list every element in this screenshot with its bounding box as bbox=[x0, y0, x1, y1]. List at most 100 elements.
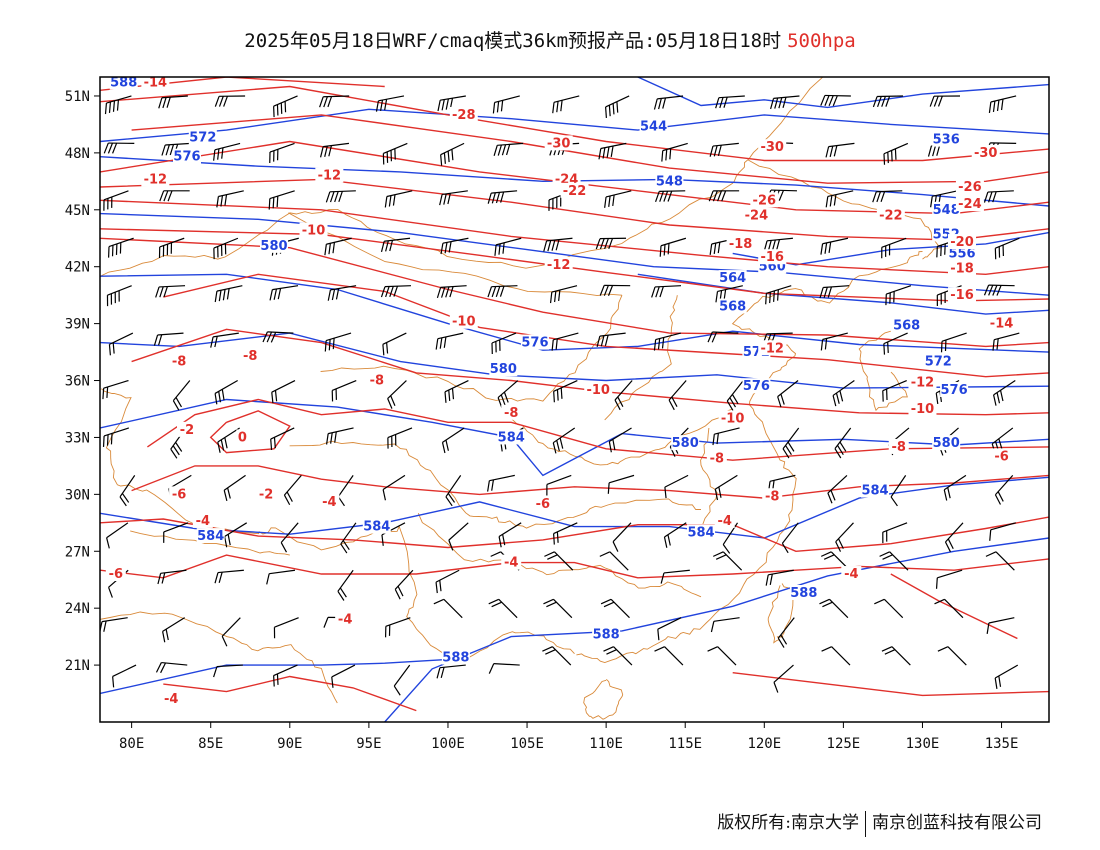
wind-barb bbox=[326, 427, 354, 445]
height-label-bg bbox=[671, 435, 700, 451]
wind-barb bbox=[882, 522, 908, 544]
height-contour-line bbox=[637, 77, 1049, 109]
wind-barb bbox=[324, 332, 352, 352]
temperature-label: -8 bbox=[710, 451, 724, 466]
wind-barb bbox=[112, 664, 137, 688]
wind-barb bbox=[994, 664, 1019, 689]
wind-barb bbox=[439, 190, 468, 206]
temperature-label-bg bbox=[256, 486, 277, 502]
temperature-label-bg bbox=[532, 495, 553, 511]
title-level: 500hpa bbox=[787, 30, 856, 52]
height-label: 588 bbox=[790, 586, 817, 601]
temperature-label-bg bbox=[955, 196, 984, 212]
wind-barb bbox=[983, 284, 1015, 296]
wind-barb bbox=[214, 285, 243, 303]
wind-barb bbox=[162, 617, 185, 643]
wind-barb bbox=[488, 662, 520, 674]
wind-barb bbox=[883, 142, 909, 165]
temperature-label: -4 bbox=[718, 514, 732, 529]
height-label: 576 bbox=[743, 379, 770, 394]
wind-barb bbox=[104, 95, 132, 115]
temperature-label-bg bbox=[758, 139, 787, 155]
height-label-bg bbox=[932, 435, 961, 451]
wind-barb bbox=[221, 617, 241, 647]
x-tick-label: 85E bbox=[198, 736, 223, 752]
wind-barb bbox=[820, 237, 849, 255]
height-label-bg bbox=[497, 429, 526, 445]
height-label-bg bbox=[789, 585, 818, 600]
temperature-contour-line bbox=[147, 398, 1049, 461]
height-label-bg bbox=[932, 201, 961, 217]
height-label: 584 bbox=[687, 525, 714, 540]
wind-barb bbox=[213, 142, 241, 161]
temperature-label: -26 bbox=[958, 180, 982, 195]
wind-barb bbox=[266, 569, 296, 585]
wind-barb bbox=[659, 237, 687, 257]
wind-barb bbox=[380, 285, 411, 298]
height-labels: 5885725765445485365805765805725645685605… bbox=[109, 74, 977, 666]
wind-barb bbox=[834, 427, 852, 459]
temperature-label: -16 bbox=[950, 288, 974, 303]
wind-barb bbox=[325, 190, 356, 203]
temperature-label-bg bbox=[449, 106, 478, 122]
temperature-label-bg bbox=[991, 448, 1012, 464]
temperature-label: -10 bbox=[452, 315, 476, 330]
x-tick-label: 120E bbox=[747, 736, 781, 752]
wind-barb bbox=[543, 598, 573, 619]
temperature-label: -4 bbox=[504, 556, 518, 571]
wind-barb bbox=[340, 522, 357, 554]
wind-barb bbox=[103, 190, 129, 211]
temperature-label-bg bbox=[299, 222, 328, 238]
temperature-label-bg bbox=[161, 691, 182, 707]
y-tick-label: 30N bbox=[65, 487, 90, 503]
wind-barb bbox=[872, 190, 903, 203]
temperature-label: -8 bbox=[504, 406, 518, 421]
wind-barb bbox=[934, 598, 964, 619]
height-label-bg bbox=[861, 482, 890, 498]
chart-title: 2025年05月18日WRF/cmaq模式36km预报产品:05月18日18时 5… bbox=[0, 26, 1100, 53]
wind-barb bbox=[773, 664, 794, 693]
temperature-label-bg bbox=[449, 313, 478, 329]
wind-barb bbox=[820, 94, 851, 107]
wind-barb bbox=[268, 190, 295, 210]
height-label-bg bbox=[940, 382, 969, 398]
wind-barb bbox=[614, 380, 633, 411]
wind-barb bbox=[832, 380, 855, 407]
y-tick-label: 21N bbox=[65, 658, 90, 674]
wind-barb bbox=[777, 380, 799, 408]
temperature-label: -24 bbox=[958, 197, 982, 212]
wind-barb bbox=[820, 332, 848, 351]
temperature-label: -26 bbox=[753, 193, 777, 208]
wind-barb bbox=[155, 661, 188, 674]
wind-barb bbox=[654, 646, 684, 666]
wind-barb bbox=[827, 474, 848, 504]
wind-barb bbox=[770, 95, 800, 110]
temperature-label: -4 bbox=[844, 567, 858, 582]
wind-barb bbox=[224, 522, 248, 548]
height-label-bg bbox=[362, 518, 391, 534]
border-line bbox=[100, 611, 338, 704]
y-tick-label: 51N bbox=[65, 89, 90, 105]
wind-barb bbox=[487, 474, 515, 492]
temperature-label-bg bbox=[176, 421, 197, 437]
wind-barb bbox=[493, 142, 524, 156]
wind-barb bbox=[765, 569, 794, 586]
temperature-label: -24 bbox=[745, 208, 769, 223]
height-label: 576 bbox=[521, 336, 548, 351]
wind-barb bbox=[119, 475, 136, 507]
wind-barb bbox=[598, 142, 627, 160]
temperature-contour-line bbox=[100, 237, 1049, 348]
height-label-bg bbox=[520, 334, 549, 350]
wind-barb bbox=[726, 380, 744, 411]
wind-barb bbox=[707, 646, 737, 666]
wind-barb bbox=[819, 285, 850, 299]
x-tick-label: 135E bbox=[985, 736, 1019, 752]
temperature-label: -4 bbox=[196, 514, 210, 529]
temperature-label-bg bbox=[726, 235, 755, 251]
height-label: 544 bbox=[640, 119, 667, 134]
height-label: 580 bbox=[933, 436, 960, 451]
wind-barb bbox=[881, 237, 907, 259]
temperature-label: -30 bbox=[974, 146, 998, 161]
wind-barb bbox=[393, 664, 411, 696]
height-label-bg bbox=[441, 649, 470, 665]
